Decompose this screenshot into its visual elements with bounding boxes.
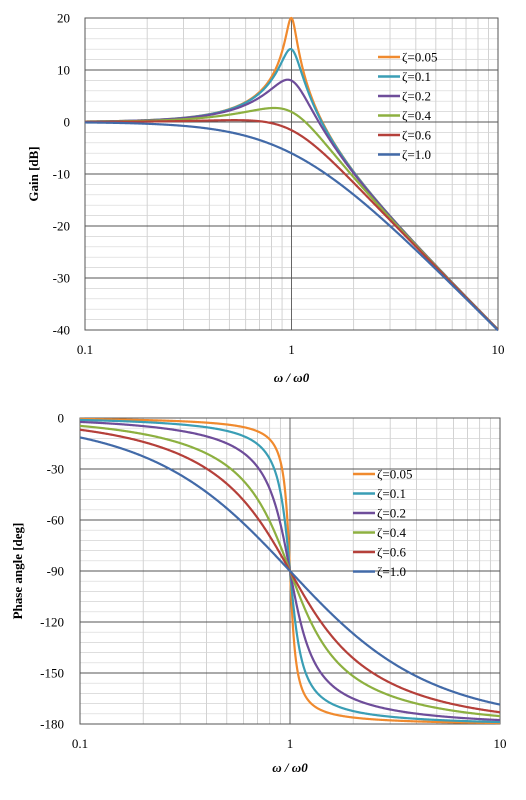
legend: ζ=0.05 ζ=0.1 ζ=0.2 ζ=0.4 ζ=0.6 ζ=1.0	[378, 50, 437, 162]
y-tick-label: 20	[57, 11, 70, 26]
x-tick-label: 0.1	[77, 342, 93, 357]
legend-label: ζ=0.2	[377, 506, 406, 521]
x-tick-label: 10	[494, 736, 507, 751]
x-axis-label: ω / ω0	[272, 760, 308, 775]
y-tick-label: -30	[53, 271, 70, 286]
legend-label: ζ=0.2	[402, 89, 431, 104]
legend-label: ζ=0.4	[402, 108, 431, 123]
legend-label: ζ=0.05	[402, 50, 437, 65]
y-tick-label: -20	[53, 219, 70, 234]
y-tick-label: -90	[47, 564, 64, 579]
legend-label: ζ=0.6	[402, 128, 431, 143]
x-tick-label: 1	[288, 342, 295, 357]
x-axis-label: ω / ω0	[274, 370, 310, 385]
legend-label: ζ=1.0	[377, 564, 406, 579]
x-tick-label: 10	[492, 342, 505, 357]
y-tick-label: -30	[47, 462, 64, 477]
series-line-gain-4	[84, 119, 499, 331]
x-tick-label: 1	[287, 736, 294, 751]
x-tick-label: 0.1	[72, 736, 88, 751]
y-tick-label: -60	[47, 513, 64, 528]
y-axis-label: Phase angle [deg]	[10, 523, 25, 620]
legend-label: ζ=0.4	[377, 525, 406, 540]
legend-label: ζ=0.05	[377, 467, 412, 482]
y-tick-label: -120	[40, 615, 64, 630]
y-tick-label: -40	[53, 323, 70, 338]
series-line-phase-5	[79, 436, 501, 706]
plot-border	[79, 417, 501, 725]
y-tick-label: 0	[58, 411, 65, 426]
legend-label: ζ=0.6	[377, 545, 406, 560]
series-group	[84, 16, 499, 332]
legend: ζ=0.05 ζ=0.1 ζ=0.2 ζ=0.4 ζ=0.6 ζ=1.0	[353, 467, 412, 579]
y-tick-label: -10	[53, 167, 70, 182]
gain-chart: 20 10 0 -10 -20 -30 -40 0.1 1 10 ω / ω0 Gain [dB] ζ=…	[26, 11, 505, 386]
y-tick-label: 10	[57, 63, 70, 78]
series-line-gain-5	[84, 121, 499, 332]
y-tick-label: -180	[40, 717, 64, 732]
phase-chart: 0 -30 -60 -90 -120 -150 -180 0.1 1 10 ω / ω0 Phase …	[10, 411, 507, 776]
y-axis-label: Gain [dB]	[26, 146, 41, 201]
legend-label: ζ=0.1	[402, 69, 431, 84]
y-tick-label: -150	[40, 666, 64, 681]
series-group	[79, 417, 501, 725]
legend-label: ζ=0.1	[377, 486, 406, 501]
y-tick-label: 0	[64, 115, 71, 130]
grid	[84, 17, 499, 331]
legend-label: ζ=1.0	[402, 147, 431, 162]
